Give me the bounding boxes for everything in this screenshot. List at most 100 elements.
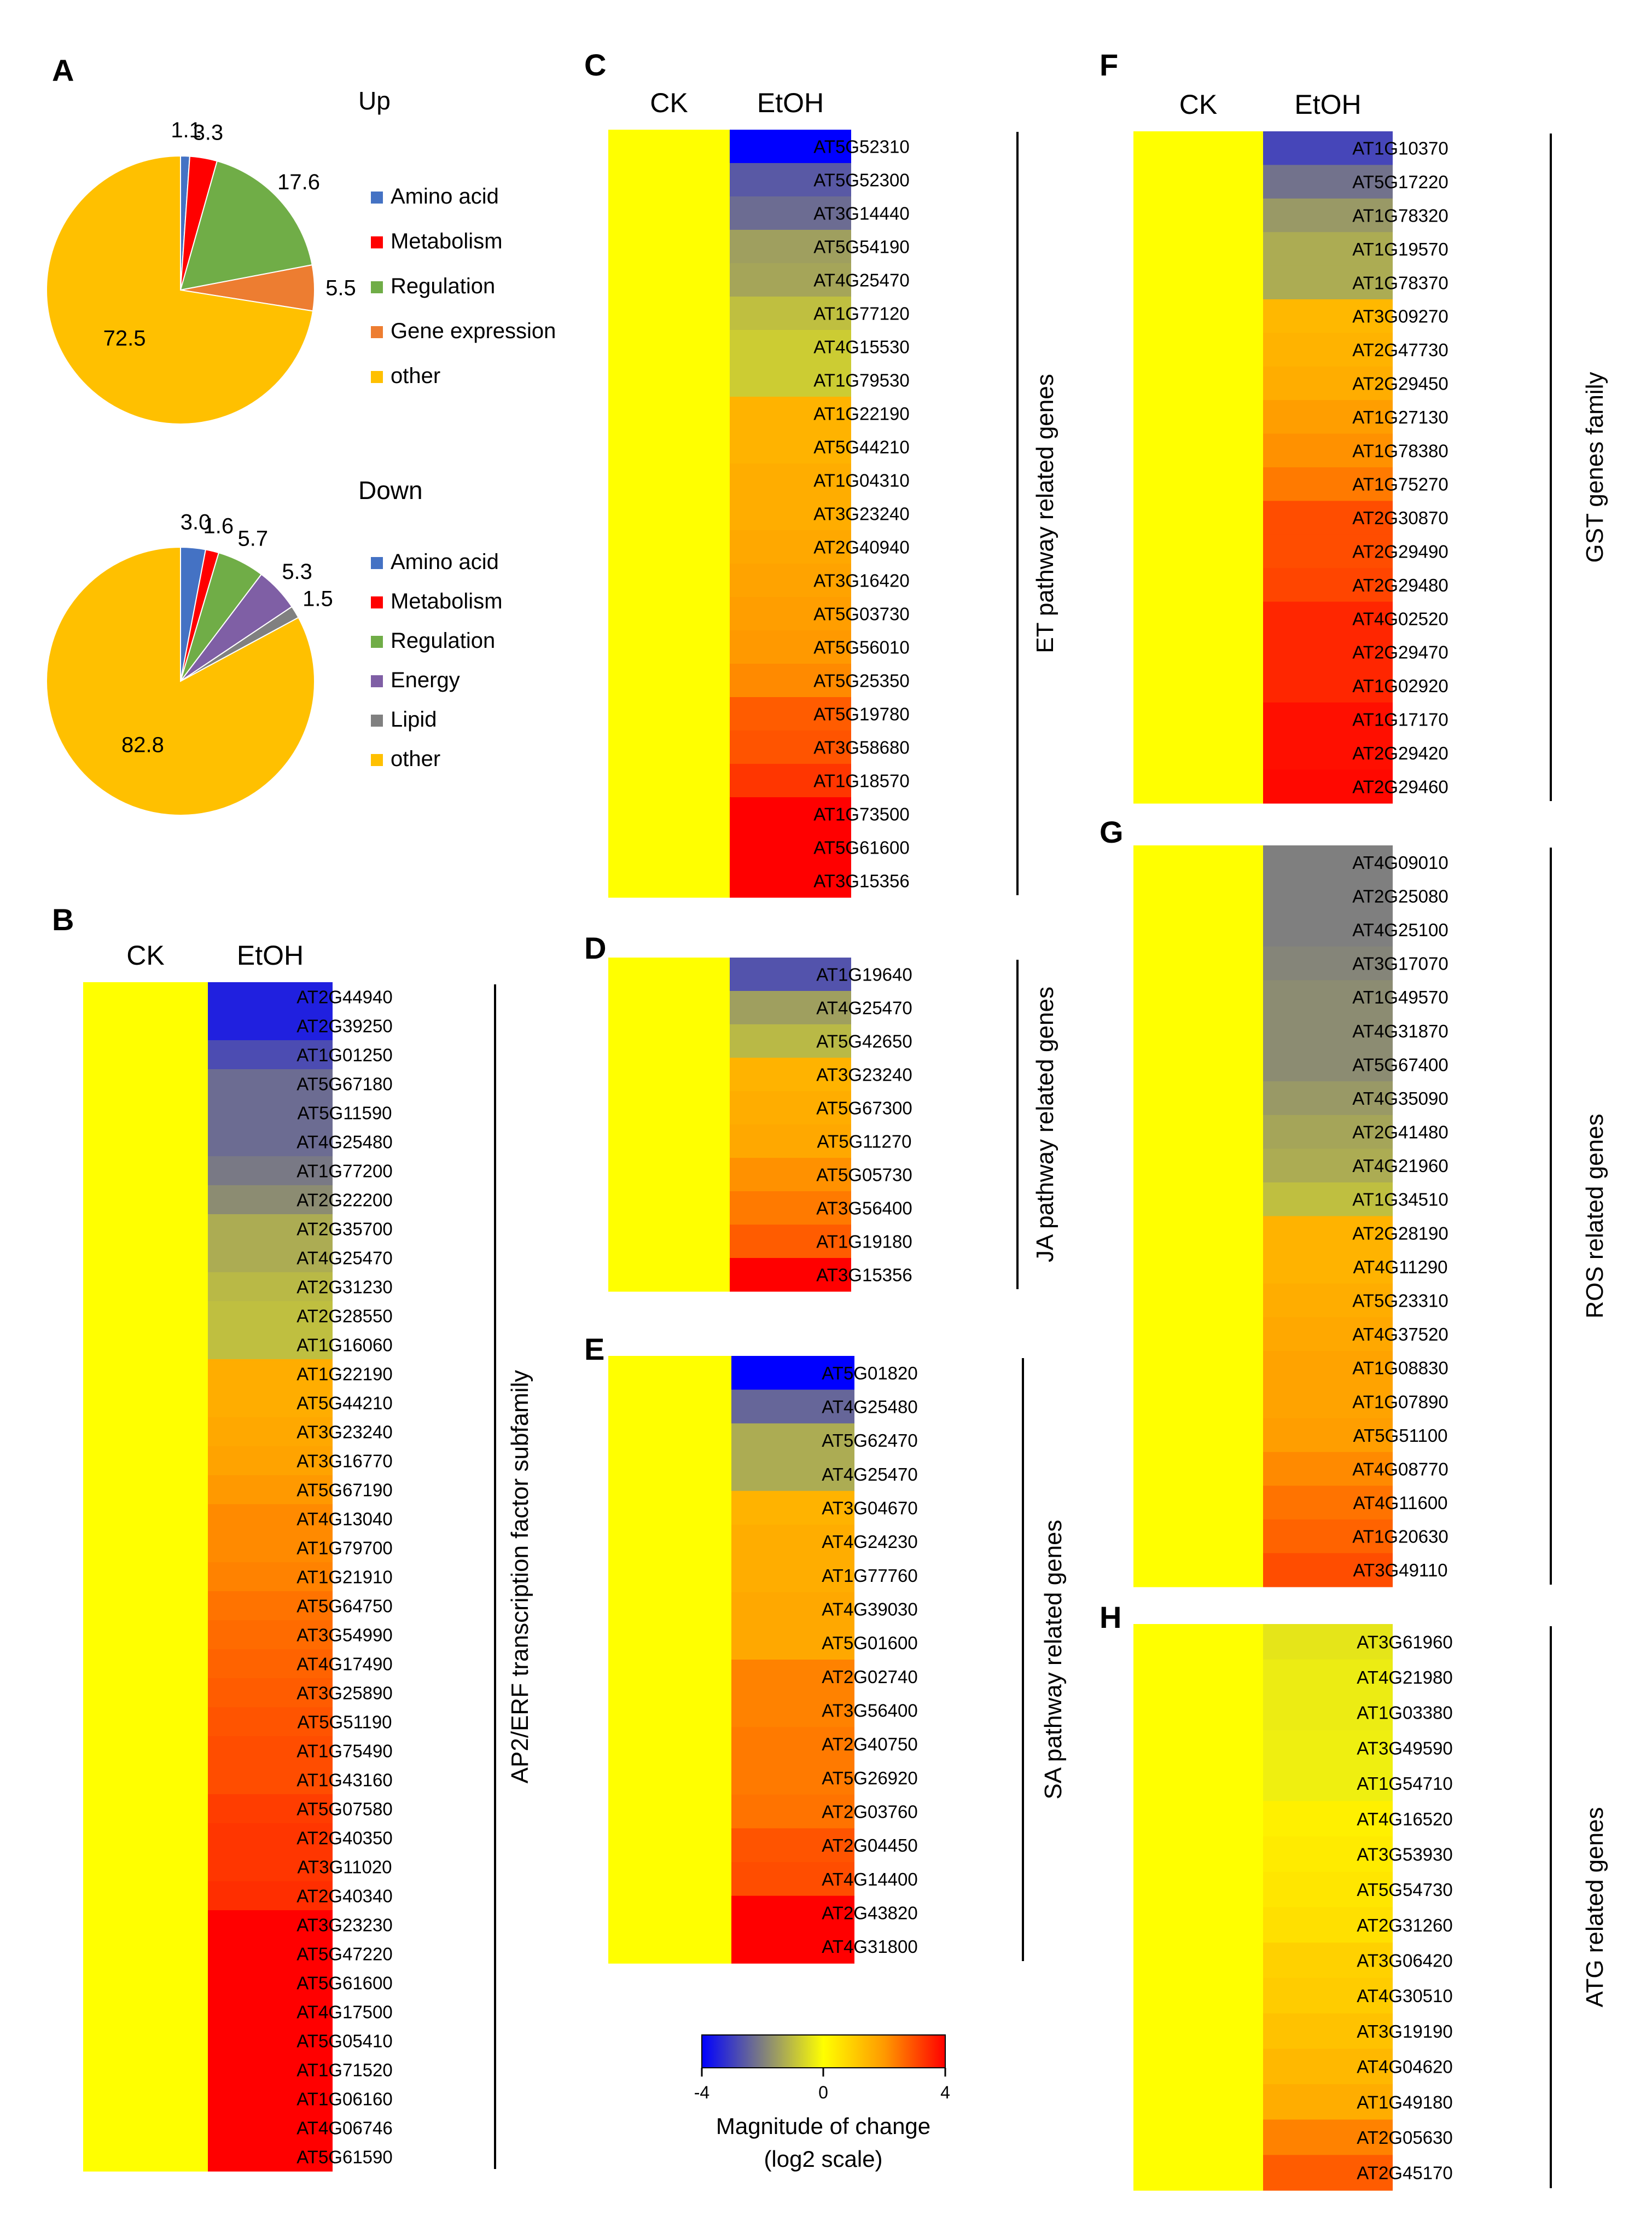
gene-label: AT4G21960 [1352,1156,1449,1176]
legend-label-other: other [391,364,440,388]
heatmap-cell-etoh [208,1475,333,1505]
heatmap-c: CK EtOH AT5G52310 AT5G52300 AT3G14440 AT5G541… [608,88,1058,898]
gene-label: AT4G30510 [1357,1986,1453,2006]
gene-label: AT3G49590 [1357,1738,1453,1758]
heatmap-cell-ck [608,1091,730,1125]
heatmap-cell-etoh [731,1356,854,1390]
heatmap-cell-etoh [730,497,851,531]
gene-label: AT1G78380 [1352,440,1449,461]
heatmap-cell-etoh [730,1058,851,1092]
heatmap-h: AT3G61960 AT4G21980 AT1G03380 AT3G49590 AT1G… [1133,1624,1608,2191]
gene-label: AT3G17070 [1352,954,1449,974]
heatmap-cell-etoh [1263,1730,1393,1766]
pie-value-label: 1.1 [171,118,201,142]
gene-label: AT4G25480 [296,1132,393,1152]
heatmap-cell-etoh [731,1592,854,1626]
gene-label: AT1G10370 [1352,138,1449,159]
legend-swatch-lipid [371,715,383,727]
heatmap-d: AT1G19640 AT4G25470 AT5G42650 AT3G23240 AT5G… [608,958,1058,1292]
heatmap-cell-etoh [730,831,851,865]
heatmap-cell-ck [608,1356,731,1390]
heatmap-cell-ck [1133,2049,1263,2085]
gene-label: AT4G04620 [1357,2057,1453,2077]
heatmap-cell-ck [608,1626,731,1660]
heatmap-cell-etoh [1263,1149,1393,1183]
heatmap-cell-etoh [1263,1452,1393,1486]
heatmap-cell-ck [608,764,730,798]
gene-label: AT1G17170 [1352,710,1449,730]
heatmap-cell-etoh [730,1091,851,1125]
heatmap-title-f: GST genes family [1581,372,1608,563]
pie-slice-other [46,155,314,425]
heatmap-cell-etoh [730,363,851,397]
heatmap-cell-ck [1133,1871,1263,1908]
heatmap-cell-ck [608,1024,730,1058]
heatmap-cell-ck [83,1533,208,1563]
heatmap-cell-etoh [1263,1047,1393,1082]
heatmap-cell-etoh [731,1389,854,1424]
heatmap-cell-ck [1133,1283,1263,1318]
heatmap-cell-etoh [208,1359,333,1389]
heatmap-cell-ck [608,1191,730,1225]
heatmap-cell-ck [83,1272,208,1302]
heatmap-cell-ck [1133,2119,1263,2155]
legend-swatch-amino-acid [371,192,383,204]
heatmap-cell-ck [83,1388,208,1418]
gene-label: AT5G52300 [813,170,910,190]
heatmap-cell-ck [1133,879,1263,913]
gene-label: AT4G31870 [1352,1021,1449,1041]
pie-slice-regulation [179,160,313,291]
heatmap-cell-ck [608,597,730,631]
gene-label: AT4G15530 [813,337,910,357]
gene-label: AT5G05730 [816,1165,912,1185]
gene-label: AT1G75490 [296,1741,393,1761]
heatmap-cell-ck [608,630,730,664]
heatmap-cell-ck [1133,131,1263,165]
gene-label: AT1G34510 [1352,1190,1449,1210]
heatmap-cell-etoh [730,297,851,330]
heatmap-cell-ck [608,1158,730,1192]
gene-label: AT5G19780 [813,704,910,724]
gene-label: AT3G19190 [1357,2021,1453,2042]
gene-label: AT2G43820 [822,1903,918,1923]
heatmap-cell-ck [1133,2084,1263,2120]
gene-label: AT3G23240 [296,1422,393,1442]
gene-label: AT2G40350 [296,1828,393,1848]
heatmap-cell-ck [1133,1047,1263,1082]
legend-swatch-metabolism [371,236,383,248]
heatmap-cell-ck [1133,1765,1263,1802]
gene-label: AT3G04670 [822,1498,918,1518]
heatmap-cell-ck [83,1185,208,1215]
gene-label: AT2G29460 [1352,776,1449,797]
column-header-etoh: EtOH [1294,89,1361,120]
color-scale-bar [701,2034,946,2068]
heatmap-cell-ck [1133,1486,1263,1520]
heatmap-cell-ck [83,2055,208,2085]
gene-label: AT2G31230 [296,1277,393,1297]
gene-label: AT1G18570 [813,771,910,791]
heatmap-cell-ck [83,1968,208,1998]
gene-label: AT5G67180 [296,1074,393,1094]
gene-label: AT5G61590 [296,2147,393,2167]
legend-swatch-energy [371,675,383,687]
heatmap-cell-ck [1133,467,1263,501]
heatmap-cell-ck [608,430,730,464]
heatmap-cell-etoh [1263,980,1393,1014]
gene-label: AT1G78320 [1352,206,1449,226]
heatmap-cell-ck [1133,1418,1263,1453]
heatmap-cell-ck [1133,1350,1263,1385]
gene-label: AT5G51100 [1353,1425,1447,1446]
heatmap-cell-etoh [208,1301,333,1331]
heatmap-cell-etoh [1263,1486,1393,1520]
heatmap-cell-ck [83,1330,208,1360]
heatmap-cell-ck [1133,1317,1263,1352]
heatmap-cell-ck [608,797,730,831]
heatmap-cell-ck [1133,769,1263,804]
heatmap-cell-etoh [1263,165,1393,199]
heatmap-cell-etoh [1263,879,1393,913]
pie-value-label: 82.8 [121,733,164,757]
heatmap-cell-ck [1133,2013,1263,2049]
heatmap-cell-ck [1133,400,1263,434]
heatmap-cell-ck [608,130,730,164]
